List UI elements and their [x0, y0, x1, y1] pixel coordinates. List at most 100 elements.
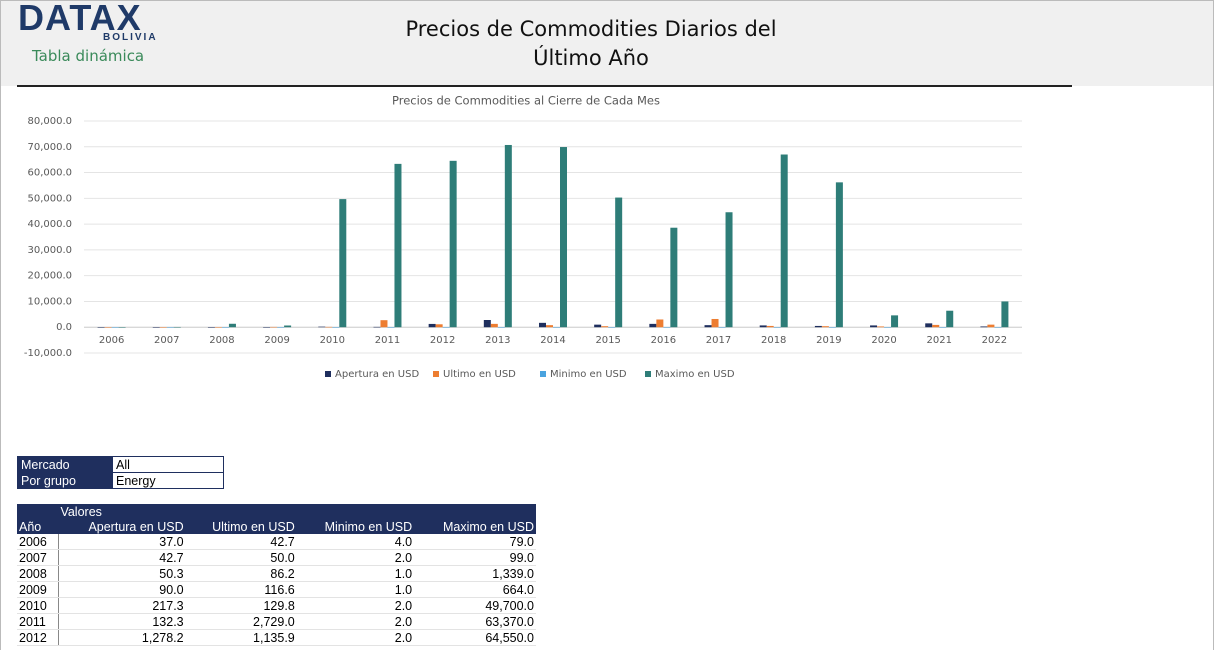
bar [318, 326, 326, 328]
cell: 116.6 [185, 581, 297, 598]
cell: 129.8 [185, 597, 297, 614]
cell: 1,278.2 [58, 629, 186, 646]
y-tick-label: -10,000.0 [24, 348, 72, 359]
bar [166, 327, 174, 328]
bar [594, 324, 602, 328]
cell: 1,339.0 [414, 565, 536, 582]
cell: 49,700.0 [414, 597, 536, 614]
x-tick-label: 2022 [982, 335, 1007, 346]
bar [1001, 301, 1009, 328]
y-tick-label: 60,000.0 [27, 168, 72, 179]
cell: 2011 [17, 613, 59, 630]
bar [490, 323, 498, 328]
legend-label: Minimo en USD [550, 369, 627, 380]
cell: 2.0 [296, 597, 415, 614]
cell: Año [17, 519, 59, 534]
cell: 132.3 [58, 613, 186, 630]
bar [711, 318, 719, 328]
logo: DATAX [18, 0, 142, 38]
bar [718, 327, 726, 328]
bar [546, 325, 553, 328]
bar [373, 326, 381, 328]
bar [214, 327, 222, 328]
cell: 50.0 [185, 549, 297, 566]
cell: 99.0 [414, 549, 536, 566]
bar [228, 323, 236, 328]
bar [173, 326, 181, 328]
cell: Minimo en USD [296, 519, 415, 534]
bar [656, 319, 664, 328]
bar [870, 325, 878, 328]
bar [670, 227, 678, 328]
bar [994, 327, 1002, 328]
cell: 4.0 [296, 534, 415, 550]
bar [773, 327, 781, 328]
legend-label: Maximo en USD [655, 369, 735, 380]
row: 2011 132.3 2,729.0 2.0 63,370.0 [17, 613, 536, 630]
bar [877, 326, 885, 328]
bar [663, 327, 671, 328]
cell: 1.0 [296, 565, 415, 582]
logo-sub: BOLIVIA [103, 32, 158, 43]
bar [725, 212, 733, 328]
cell: 2.0 [296, 549, 415, 566]
cell [17, 504, 59, 519]
cell: Mercado [17, 456, 113, 473]
cell: 664.0 [414, 581, 536, 598]
bar [891, 315, 899, 328]
bar [932, 324, 940, 328]
bar [780, 154, 788, 328]
cell: 2010 [17, 597, 59, 614]
bar [939, 327, 947, 328]
y-tick-label: 50,000.0 [27, 193, 72, 204]
row: Año Apertura en USD Ultimo en USD Minimo en… [17, 519, 536, 534]
cell: Valores [58, 504, 536, 519]
cell: 2.0 [296, 613, 415, 630]
row: 2009 90.0 116.6 1.0 664.0 [17, 581, 536, 598]
row: 2006 37.0 42.7 4.0 79.0 [17, 534, 536, 550]
bar [828, 327, 836, 328]
bar [332, 327, 340, 328]
x-tick-label: 2013 [485, 335, 510, 346]
x-tick-label: 2007 [154, 335, 179, 346]
bar [980, 326, 988, 328]
cell: Apertura en USD [58, 519, 186, 534]
cell: 86.2 [185, 565, 297, 582]
bar [497, 327, 505, 328]
legend-swatch [540, 371, 546, 377]
bar [835, 182, 843, 328]
cell: Ultimo en USD [185, 519, 297, 534]
row: Mercado All [17, 456, 224, 473]
bar [821, 326, 829, 328]
cell[interactable]: All [112, 456, 224, 473]
cell: 2,729.0 [185, 613, 297, 630]
y-tick-label: 80,000.0 [27, 116, 72, 127]
row: 2008 50.3 86.2 1.0 1,339.0 [17, 565, 536, 582]
bar [284, 325, 292, 328]
x-tick-label: 2012 [430, 335, 455, 346]
bar [504, 144, 512, 328]
cell: 2006 [17, 534, 59, 550]
x-tick-label: 2018 [761, 335, 786, 346]
bar [449, 160, 457, 328]
bar [649, 323, 657, 328]
cell: 1.0 [296, 581, 415, 598]
cell: 50.3 [58, 565, 186, 582]
bar [766, 325, 774, 328]
cell: 2.0 [296, 629, 415, 646]
bar [759, 325, 767, 328]
y-tick-label: 20,000.0 [27, 271, 72, 282]
divider [17, 85, 1072, 87]
x-tick-label: 2008 [209, 335, 234, 346]
y-tick-label: 40,000.0 [27, 219, 72, 230]
bar [884, 327, 892, 328]
cell[interactable]: Energy [112, 472, 224, 489]
cell: 2007 [17, 549, 59, 566]
bar [152, 327, 160, 328]
bar [946, 310, 954, 328]
x-tick-label: 2019 [816, 335, 841, 346]
bar [394, 163, 402, 328]
legend-label: Ultimo en USD [443, 369, 516, 380]
x-tick-label: 2020 [871, 335, 896, 346]
bar [221, 327, 229, 328]
